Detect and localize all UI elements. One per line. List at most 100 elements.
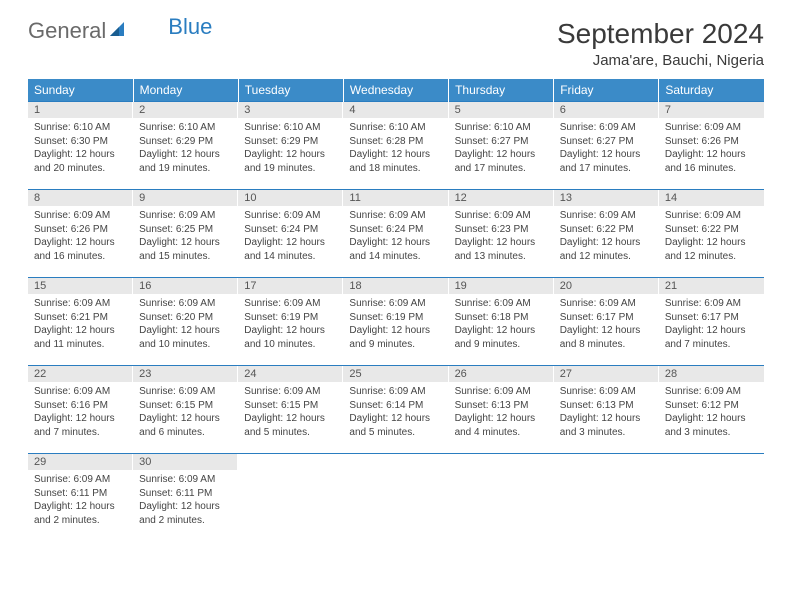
calendar-cell: 10Sunrise: 6:09 AMSunset: 6:24 PMDayligh… [238, 190, 343, 278]
day-details: Sunrise: 6:10 AMSunset: 6:27 PMDaylight:… [449, 118, 554, 181]
day-details: Sunrise: 6:09 AMSunset: 6:12 PMDaylight:… [659, 382, 764, 445]
day-number: 29 [28, 454, 133, 470]
day-details: Sunrise: 6:09 AMSunset: 6:11 PMDaylight:… [133, 470, 238, 533]
day-details: Sunrise: 6:09 AMSunset: 6:17 PMDaylight:… [554, 294, 659, 357]
day-details: Sunrise: 6:09 AMSunset: 6:13 PMDaylight:… [554, 382, 659, 445]
day-details: Sunrise: 6:09 AMSunset: 6:16 PMDaylight:… [28, 382, 133, 445]
page-header: General Blue September 2024 Jama'are, Ba… [28, 18, 764, 69]
calendar-cell: 26Sunrise: 6:09 AMSunset: 6:13 PMDayligh… [449, 366, 554, 454]
brand-sail-icon [110, 18, 128, 44]
calendar-cell: 19Sunrise: 6:09 AMSunset: 6:18 PMDayligh… [449, 278, 554, 366]
calendar-cell: 17Sunrise: 6:09 AMSunset: 6:19 PMDayligh… [238, 278, 343, 366]
day-details: Sunrise: 6:09 AMSunset: 6:21 PMDaylight:… [28, 294, 133, 357]
calendar-cell: 3Sunrise: 6:10 AMSunset: 6:29 PMDaylight… [238, 102, 343, 190]
weekday-header: Monday [133, 79, 238, 102]
day-number: 18 [343, 278, 448, 294]
calendar-cell-empty [238, 454, 343, 542]
calendar-cell: 23Sunrise: 6:09 AMSunset: 6:15 PMDayligh… [133, 366, 238, 454]
calendar-row: 29Sunrise: 6:09 AMSunset: 6:11 PMDayligh… [28, 454, 764, 542]
calendar-cell: 6Sunrise: 6:09 AMSunset: 6:27 PMDaylight… [554, 102, 659, 190]
day-number: 26 [449, 366, 554, 382]
calendar-cell: 20Sunrise: 6:09 AMSunset: 6:17 PMDayligh… [554, 278, 659, 366]
day-number: 16 [133, 278, 238, 294]
day-number: 23 [133, 366, 238, 382]
calendar-body: 1Sunrise: 6:10 AMSunset: 6:30 PMDaylight… [28, 102, 764, 542]
day-number: 25 [343, 366, 448, 382]
calendar-cell: 30Sunrise: 6:09 AMSunset: 6:11 PMDayligh… [133, 454, 238, 542]
day-number: 2 [133, 102, 238, 118]
brand-part2: Blue [168, 14, 212, 40]
weekday-header: Sunday [28, 79, 133, 102]
calendar-cell: 22Sunrise: 6:09 AMSunset: 6:16 PMDayligh… [28, 366, 133, 454]
calendar-cell: 5Sunrise: 6:10 AMSunset: 6:27 PMDaylight… [449, 102, 554, 190]
calendar-cell: 29Sunrise: 6:09 AMSunset: 6:11 PMDayligh… [28, 454, 133, 542]
day-number: 19 [449, 278, 554, 294]
calendar-cell: 15Sunrise: 6:09 AMSunset: 6:21 PMDayligh… [28, 278, 133, 366]
day-details: Sunrise: 6:09 AMSunset: 6:17 PMDaylight:… [659, 294, 764, 357]
day-details: Sunrise: 6:10 AMSunset: 6:28 PMDaylight:… [343, 118, 448, 181]
day-details: Sunrise: 6:10 AMSunset: 6:29 PMDaylight:… [133, 118, 238, 181]
title-block: September 2024 Jama'are, Bauchi, Nigeria [557, 18, 764, 69]
weekday-header: Tuesday [238, 79, 343, 102]
day-details: Sunrise: 6:09 AMSunset: 6:23 PMDaylight:… [449, 206, 554, 269]
day-details: Sunrise: 6:09 AMSunset: 6:19 PMDaylight:… [238, 294, 343, 357]
calendar-cell: 8Sunrise: 6:09 AMSunset: 6:26 PMDaylight… [28, 190, 133, 278]
day-number: 1 [28, 102, 133, 118]
day-details: Sunrise: 6:09 AMSunset: 6:19 PMDaylight:… [343, 294, 448, 357]
day-number: 17 [238, 278, 343, 294]
day-number: 7 [659, 102, 764, 118]
calendar-cell: 7Sunrise: 6:09 AMSunset: 6:26 PMDaylight… [659, 102, 764, 190]
calendar-row: 1Sunrise: 6:10 AMSunset: 6:30 PMDaylight… [28, 102, 764, 190]
day-details: Sunrise: 6:10 AMSunset: 6:30 PMDaylight:… [28, 118, 133, 181]
day-number: 21 [659, 278, 764, 294]
day-details: Sunrise: 6:09 AMSunset: 6:15 PMDaylight:… [133, 382, 238, 445]
calendar-row: 22Sunrise: 6:09 AMSunset: 6:16 PMDayligh… [28, 366, 764, 454]
calendar-row: 8Sunrise: 6:09 AMSunset: 6:26 PMDaylight… [28, 190, 764, 278]
day-details: Sunrise: 6:09 AMSunset: 6:14 PMDaylight:… [343, 382, 448, 445]
weekday-header: Friday [554, 79, 659, 102]
calendar-cell: 1Sunrise: 6:10 AMSunset: 6:30 PMDaylight… [28, 102, 133, 190]
calendar-cell: 2Sunrise: 6:10 AMSunset: 6:29 PMDaylight… [133, 102, 238, 190]
day-number: 27 [554, 366, 659, 382]
day-number: 13 [554, 190, 659, 206]
calendar-cell: 27Sunrise: 6:09 AMSunset: 6:13 PMDayligh… [554, 366, 659, 454]
calendar-cell: 11Sunrise: 6:09 AMSunset: 6:24 PMDayligh… [343, 190, 448, 278]
day-details: Sunrise: 6:10 AMSunset: 6:29 PMDaylight:… [238, 118, 343, 181]
calendar-cell: 9Sunrise: 6:09 AMSunset: 6:25 PMDaylight… [133, 190, 238, 278]
day-number: 14 [659, 190, 764, 206]
calendar-cell: 24Sunrise: 6:09 AMSunset: 6:15 PMDayligh… [238, 366, 343, 454]
weekday-header: Saturday [659, 79, 764, 102]
day-number: 10 [238, 190, 343, 206]
location-label: Jama'are, Bauchi, Nigeria [557, 52, 764, 69]
calendar-cell: 4Sunrise: 6:10 AMSunset: 6:28 PMDaylight… [343, 102, 448, 190]
calendar-cell: 13Sunrise: 6:09 AMSunset: 6:22 PMDayligh… [554, 190, 659, 278]
day-number: 11 [343, 190, 448, 206]
day-details: Sunrise: 6:09 AMSunset: 6:26 PMDaylight:… [659, 118, 764, 181]
day-number: 4 [343, 102, 448, 118]
day-number: 6 [554, 102, 659, 118]
brand-part1: General [28, 18, 106, 44]
day-number: 24 [238, 366, 343, 382]
brand-logo: General Blue [28, 18, 178, 44]
day-number: 9 [133, 190, 238, 206]
day-details: Sunrise: 6:09 AMSunset: 6:13 PMDaylight:… [449, 382, 554, 445]
calendar-cell: 12Sunrise: 6:09 AMSunset: 6:23 PMDayligh… [449, 190, 554, 278]
calendar-cell-empty [449, 454, 554, 542]
day-details: Sunrise: 6:09 AMSunset: 6:11 PMDaylight:… [28, 470, 133, 533]
day-number: 3 [238, 102, 343, 118]
day-number: 30 [133, 454, 238, 470]
weekday-header-row: Sunday Monday Tuesday Wednesday Thursday… [28, 79, 764, 102]
calendar-cell-empty [343, 454, 448, 542]
calendar-cell: 18Sunrise: 6:09 AMSunset: 6:19 PMDayligh… [343, 278, 448, 366]
day-number: 22 [28, 366, 133, 382]
day-details: Sunrise: 6:09 AMSunset: 6:22 PMDaylight:… [659, 206, 764, 269]
day-details: Sunrise: 6:09 AMSunset: 6:26 PMDaylight:… [28, 206, 133, 269]
day-details: Sunrise: 6:09 AMSunset: 6:27 PMDaylight:… [554, 118, 659, 181]
day-details: Sunrise: 6:09 AMSunset: 6:24 PMDaylight:… [238, 206, 343, 269]
calendar-cell-empty [554, 454, 659, 542]
day-details: Sunrise: 6:09 AMSunset: 6:22 PMDaylight:… [554, 206, 659, 269]
calendar-row: 15Sunrise: 6:09 AMSunset: 6:21 PMDayligh… [28, 278, 764, 366]
day-number: 5 [449, 102, 554, 118]
day-details: Sunrise: 6:09 AMSunset: 6:24 PMDaylight:… [343, 206, 448, 269]
calendar-cell: 28Sunrise: 6:09 AMSunset: 6:12 PMDayligh… [659, 366, 764, 454]
